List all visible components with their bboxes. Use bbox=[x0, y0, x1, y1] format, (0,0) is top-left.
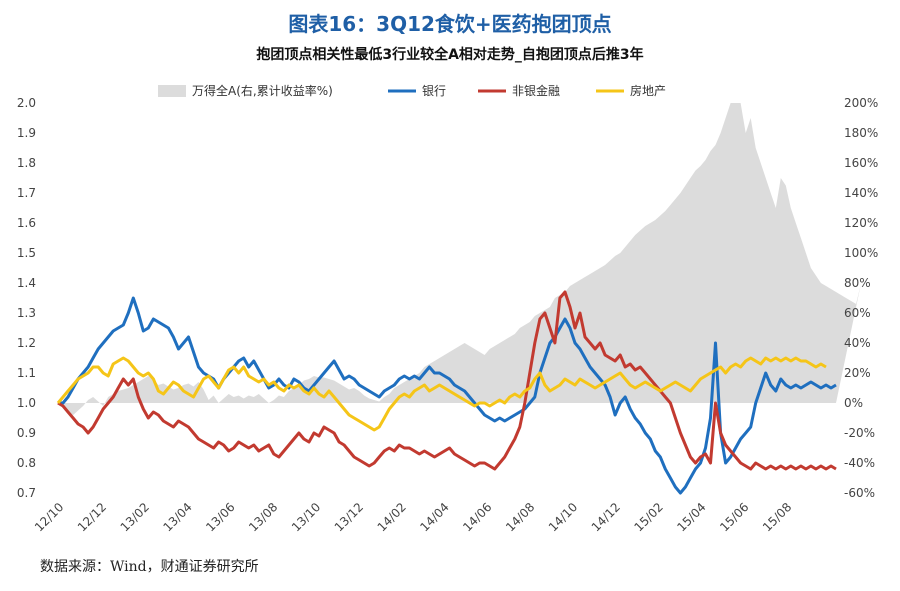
x-tick: 12/12 bbox=[75, 500, 109, 534]
y-right-tick: 120% bbox=[844, 216, 878, 230]
y-left-tick: 1.6 bbox=[17, 216, 36, 230]
x-tick: 13/08 bbox=[246, 500, 280, 534]
x-tick: 14/10 bbox=[546, 500, 580, 534]
y-left-tick: 1.7 bbox=[17, 186, 36, 200]
x-tick: 15/02 bbox=[632, 500, 666, 534]
x-tick: 13/10 bbox=[289, 500, 323, 534]
chart-title: 抱团顶点相关性最低3行业较全A相对走势_自抱团顶点后推3年 bbox=[256, 47, 644, 63]
x-tick: 14/04 bbox=[417, 500, 451, 534]
legend-swatch-wind-a bbox=[158, 85, 186, 97]
legend: 万得全A(右,累计收益率%) 银行 非银金融 房地产 bbox=[158, 83, 666, 98]
wind-a-area bbox=[58, 103, 862, 415]
y-left-tick: 1.3 bbox=[17, 306, 36, 320]
x-tick: 14/02 bbox=[375, 500, 409, 534]
y-right-tick: -60% bbox=[844, 486, 875, 500]
x-tick: 14/12 bbox=[589, 500, 623, 534]
area-layer bbox=[58, 103, 862, 415]
x-tick: 12/10 bbox=[32, 500, 66, 534]
y-right-tick: 100% bbox=[844, 246, 878, 260]
x-tick: 15/08 bbox=[760, 500, 794, 534]
y-right-tick: -40% bbox=[844, 456, 875, 470]
y-right-tick: -20% bbox=[844, 426, 875, 440]
y-left-tick: 0.7 bbox=[17, 486, 36, 500]
line-layer bbox=[56, 290, 837, 495]
x-tick: 14/06 bbox=[460, 500, 494, 534]
legend-label: 万得全A(右,累计收益率%) bbox=[192, 83, 333, 98]
y-right-tick: 40% bbox=[844, 336, 871, 350]
x-tick: 15/06 bbox=[717, 500, 751, 534]
y-right-tick: 200% bbox=[844, 96, 878, 110]
y-left-tick: 0.8 bbox=[17, 456, 36, 470]
page-title: 图表16：3Q12食饮+医药抱团顶点 bbox=[288, 12, 612, 36]
x-tick: 15/04 bbox=[674, 500, 708, 534]
y-right-tick: 160% bbox=[844, 156, 878, 170]
y-right-tick: 140% bbox=[844, 186, 878, 200]
x-tick: 13/12 bbox=[332, 500, 366, 534]
source-note: 数据来源：Wind，财通证券研究所 bbox=[40, 559, 259, 575]
y-left-tick: 1.5 bbox=[17, 246, 36, 260]
nonbank-line bbox=[57, 290, 837, 471]
y-left-tick: 1.1 bbox=[17, 366, 36, 380]
legend-label: 房地产 bbox=[630, 83, 666, 98]
realestate-line bbox=[56, 356, 827, 432]
y-right-tick: 0% bbox=[844, 396, 863, 410]
x-tick: 13/06 bbox=[203, 500, 237, 534]
y-left-tick: 1.4 bbox=[17, 276, 36, 290]
legend-label: 非银金融 bbox=[512, 83, 560, 98]
legend-label: 银行 bbox=[422, 84, 446, 98]
y-right-tick: 20% bbox=[844, 366, 871, 380]
y-left-tick: 1.8 bbox=[17, 156, 36, 170]
x-tick: 14/08 bbox=[503, 500, 537, 534]
y-left-tick: 1.0 bbox=[17, 396, 36, 410]
y-left-tick: 2.0 bbox=[17, 96, 36, 110]
y-right-tick: 80% bbox=[844, 276, 871, 290]
y-left-tick: 1.2 bbox=[17, 336, 36, 350]
bank-line bbox=[58, 296, 837, 495]
y-left-tick: 1.9 bbox=[17, 126, 36, 140]
y-right-tick: 60% bbox=[844, 306, 871, 320]
x-tick: 13/02 bbox=[118, 500, 152, 534]
y-left-tick: 0.9 bbox=[17, 426, 36, 440]
y-right-tick: 180% bbox=[844, 126, 878, 140]
x-tick: 13/04 bbox=[160, 500, 194, 534]
